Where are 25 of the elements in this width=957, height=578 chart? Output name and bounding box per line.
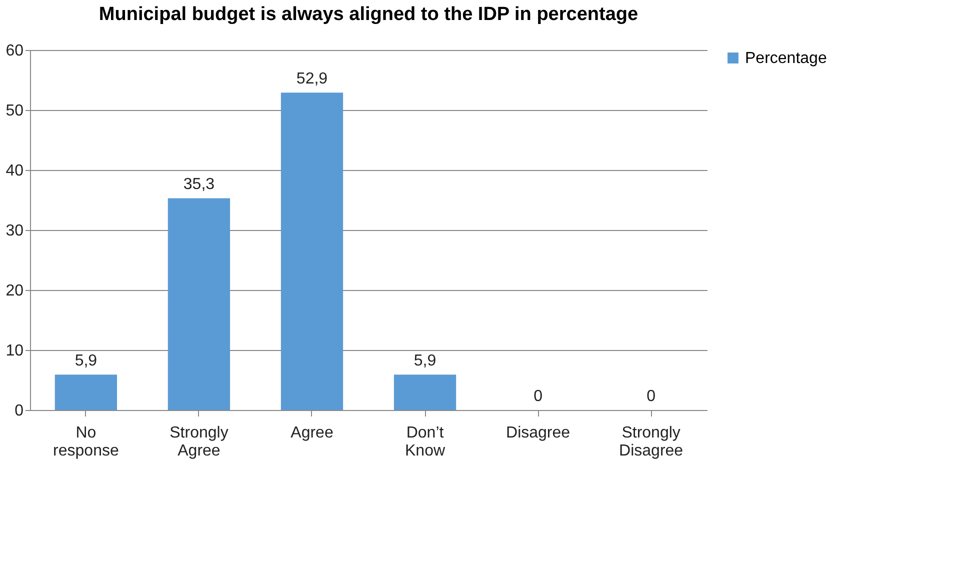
y-tick-label: 10 bbox=[6, 342, 24, 360]
bar bbox=[54, 374, 118, 410]
x-tick-label: Strongly Disagree bbox=[619, 424, 684, 460]
x-tick-label: Disagree bbox=[506, 424, 570, 442]
data-label: 0 bbox=[534, 388, 543, 405]
bar bbox=[394, 374, 456, 410]
y-tick-label: 60 bbox=[6, 42, 24, 60]
data-label: 52,9 bbox=[296, 70, 328, 88]
data-label: 5,9 bbox=[414, 352, 436, 370]
y-tick-label: 30 bbox=[6, 222, 24, 240]
x-tick-label: Don’t Know bbox=[404, 424, 446, 460]
data-label: 35,3 bbox=[183, 176, 215, 194]
x-tick-label: Strongly Agree bbox=[170, 424, 228, 460]
chart-title: Municipal budget is always aligned to the IDP in percentage bbox=[98, 4, 638, 25]
bar bbox=[168, 198, 230, 410]
x-tick-label: Agree bbox=[290, 424, 334, 442]
y-tick-label: 50 bbox=[6, 102, 24, 120]
bar bbox=[280, 92, 344, 410]
y-tick-label: 0 bbox=[14, 402, 24, 420]
data-label: 5,9 bbox=[74, 352, 98, 370]
x-tick-label: No response bbox=[53, 424, 119, 460]
y-tick-label: 20 bbox=[6, 282, 24, 300]
data-label: 0 bbox=[646, 388, 656, 405]
y-tick-label: 40 bbox=[6, 162, 24, 180]
legend-label: Percentage bbox=[745, 50, 827, 67]
